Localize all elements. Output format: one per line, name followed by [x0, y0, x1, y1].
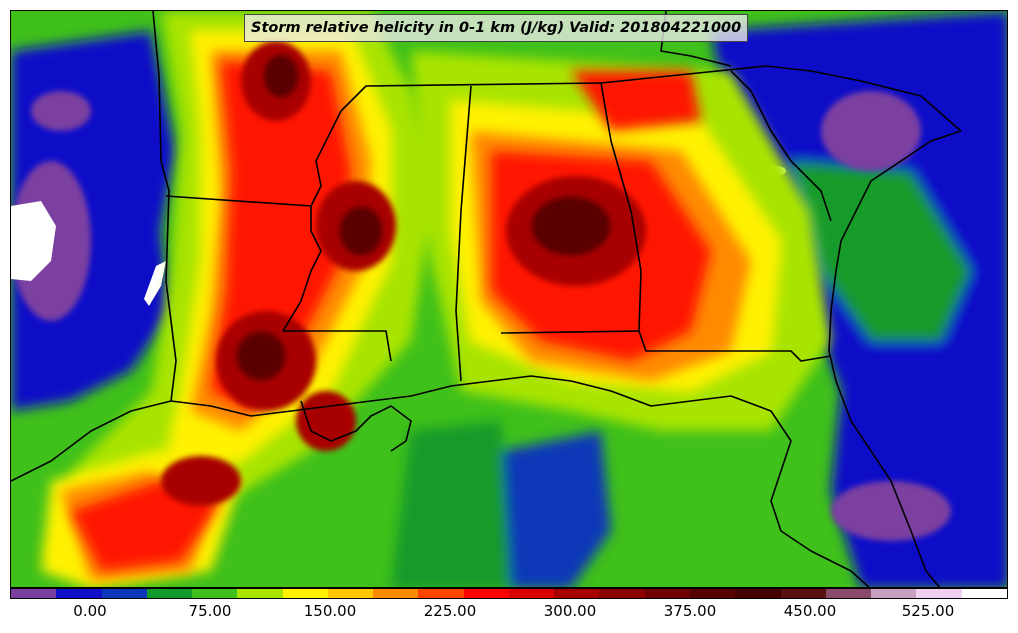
boundary-alabama-west	[455, 85, 472, 382]
helicity-map	[11, 11, 1007, 587]
colorbar-segment	[11, 589, 57, 598]
field-maroon-1	[531, 196, 611, 256]
boundary-atlantic-coast	[828, 130, 962, 587]
boundary-georgia-carolina	[600, 65, 962, 132]
colorbar-segment	[56, 589, 102, 598]
colorbar-ticks: 0.00 75.00 150.00 225.00 300.00 375.00 4…	[10, 602, 1008, 624]
colorbar-segment	[689, 589, 736, 598]
colorbar-segment	[554, 589, 600, 598]
colorbar-segment	[418, 589, 464, 598]
map-title: Storm relative helicity in 0-1 km (J/kg)…	[244, 14, 749, 42]
field-white-2	[144, 261, 166, 306]
field-dark-red-6	[161, 456, 241, 506]
field-atlantic-green	[791, 161, 971, 341]
boundary-west-states	[152, 11, 177, 402]
colorbar-segment	[237, 589, 283, 598]
boundary-layer	[11, 11, 962, 587]
colorbar-segment	[508, 589, 555, 598]
colorbar-segment	[192, 589, 238, 598]
colorbar	[10, 588, 1008, 599]
colorbar-segment	[916, 589, 962, 598]
boundary-alabama-florida	[500, 330, 832, 362]
colorbar-tick-label: 525.00	[901, 602, 955, 620]
colorbar-segment	[871, 589, 917, 598]
field-white-1	[11, 201, 56, 281]
colorbar-tick-label: 0.00	[73, 602, 107, 620]
field-purple-4	[31, 91, 91, 131]
boundary-mississippi-river	[310, 85, 367, 207]
field-gulf-blue	[481, 431, 611, 587]
colorbar-segment	[961, 589, 1007, 598]
boundary-louisiana-mississippi	[283, 330, 392, 362]
colorbar-segment	[282, 589, 328, 598]
colorbar-segment	[825, 589, 872, 598]
map-frame	[10, 10, 1008, 588]
boundary-delta	[300, 400, 412, 452]
boundary-louisiana-north	[282, 206, 322, 332]
colorbar-tick-label: 225.00	[423, 602, 477, 620]
field-gulf-green	[391, 421, 511, 587]
field-maroon-3	[236, 331, 286, 381]
colorbar-segment	[599, 589, 645, 598]
boundary-carolina	[730, 70, 832, 222]
boundary-mississippi-alabama	[365, 82, 642, 332]
colorbar-segment	[101, 589, 147, 598]
boundary-arkansas-louisiana	[165, 195, 312, 207]
colorbar-tick-label: 150.00	[303, 602, 357, 620]
colorbar-segment	[327, 589, 374, 598]
field-red-south	[71, 481, 221, 571]
colorbar-segment	[373, 589, 419, 598]
high-helicity-layer	[161, 41, 646, 506]
field-maroon-2	[339, 206, 383, 256]
colorbar-segment	[735, 589, 781, 598]
colorbar-segment	[780, 589, 826, 598]
field-dark-red-4	[296, 391, 356, 451]
colorbar-segment	[146, 589, 193, 598]
colorbar-segment	[463, 589, 509, 598]
colorbar-tick-label: 75.00	[188, 602, 232, 620]
colorbar-tick-label: 300.00	[543, 602, 597, 620]
colorbar-tick-label: 375.00	[663, 602, 717, 620]
field-red-north	[571, 71, 701, 131]
boundary-gulf-coast	[11, 375, 870, 587]
field-maroon-4	[263, 54, 299, 98]
colorbar-tick-label: 450.00	[783, 602, 837, 620]
colorbar-segment	[644, 589, 690, 598]
field-purple-2	[821, 91, 921, 171]
field-purple-3	[831, 481, 951, 541]
